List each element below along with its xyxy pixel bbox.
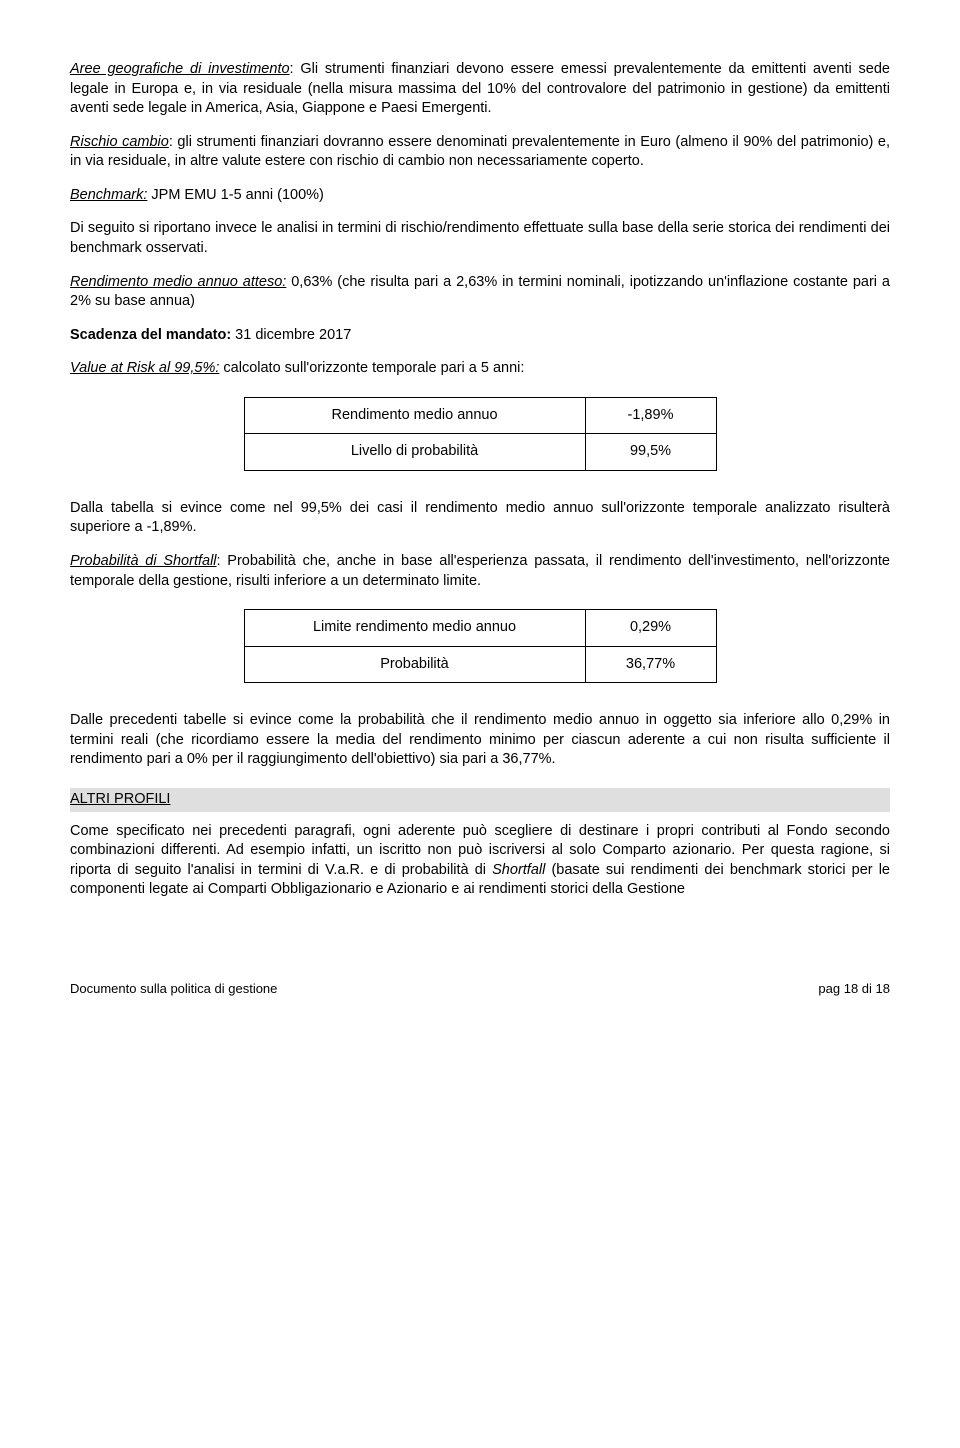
table-cell-label: Rendimento medio annuo [244, 397, 585, 434]
paragraph-benchmark: Benchmark: JPM EMU 1-5 anni (100%) [70, 186, 890, 206]
paragraph-shortfall: Probabilità di Shortfall: Probabilità ch… [70, 552, 890, 591]
table-cell-value: 0,29% [585, 610, 716, 647]
paragraph-rendimento-atteso: Rendimento medio annuo atteso: 0,63% (ch… [70, 273, 890, 312]
table-var: Rendimento medio annuo -1,89% Livello di… [244, 397, 717, 471]
table-cell-value: 99,5% [585, 434, 716, 471]
table-row: Probabilità 36,77% [244, 646, 716, 683]
text-scadenza-mandato: 31 dicembre 2017 [231, 327, 351, 343]
label-aree-geografiche: Aree geografiche di investimento [70, 61, 290, 77]
label-benchmark: Benchmark: [70, 187, 147, 203]
label-rendimento-atteso: Rendimento medio annuo atteso: [70, 274, 286, 290]
table-row: Limite rendimento medio annuo 0,29% [244, 610, 716, 647]
footer-left: Documento sulla politica di gestione [70, 980, 277, 998]
page-footer: Documento sulla politica di gestione pag… [70, 980, 890, 998]
text-var: calcolato sull'orizzonte temporale pari … [219, 360, 524, 376]
text-rischio-cambio: : gli strumenti finanziari dovranno esse… [70, 134, 890, 170]
label-rischio-cambio: Rischio cambio [70, 134, 169, 150]
paragraph-scadenza-mandato: Scadenza del mandato: 31 dicembre 2017 [70, 326, 890, 346]
table-cell-value: 36,77% [585, 646, 716, 683]
paragraph-shortfall-conclusion: Dalle precedenti tabelle si evince come … [70, 711, 890, 770]
text-shortfall-italic: Shortfall [492, 862, 545, 878]
paragraph-var-conclusion: Dalla tabella si evince come nel 99,5% d… [70, 499, 890, 538]
paragraph-rischio-cambio: Rischio cambio: gli strumenti finanziari… [70, 133, 890, 172]
label-var: Value at Risk al 99,5%: [70, 360, 219, 376]
text-benchmark: JPM EMU 1-5 anni (100%) [147, 187, 323, 203]
table-cell-label: Limite rendimento medio annuo [244, 610, 585, 647]
label-scadenza-mandato: Scadenza del mandato: [70, 327, 231, 343]
table-cell-value: -1,89% [585, 397, 716, 434]
paragraph-var: Value at Risk al 99,5%: calcolato sull'o… [70, 359, 890, 379]
footer-right: pag 18 di 18 [818, 980, 890, 998]
table-row: Rendimento medio annuo -1,89% [244, 397, 716, 434]
label-shortfall: Probabilità di Shortfall [70, 553, 217, 569]
paragraph-analisi-intro: Di seguito si riportano invece le analis… [70, 219, 890, 258]
paragraph-aree-geografiche: Aree geografiche di investimento: Gli st… [70, 60, 890, 119]
table-row: Livello di probabilità 99,5% [244, 434, 716, 471]
paragraph-altri-profili: Come specificato nei precedenti paragraf… [70, 822, 890, 900]
section-header-altri-profili: ALTRI PROFILI [70, 788, 890, 812]
table-cell-label: Livello di probabilità [244, 434, 585, 471]
table-cell-label: Probabilità [244, 646, 585, 683]
table-shortfall: Limite rendimento medio annuo 0,29% Prob… [244, 609, 717, 683]
